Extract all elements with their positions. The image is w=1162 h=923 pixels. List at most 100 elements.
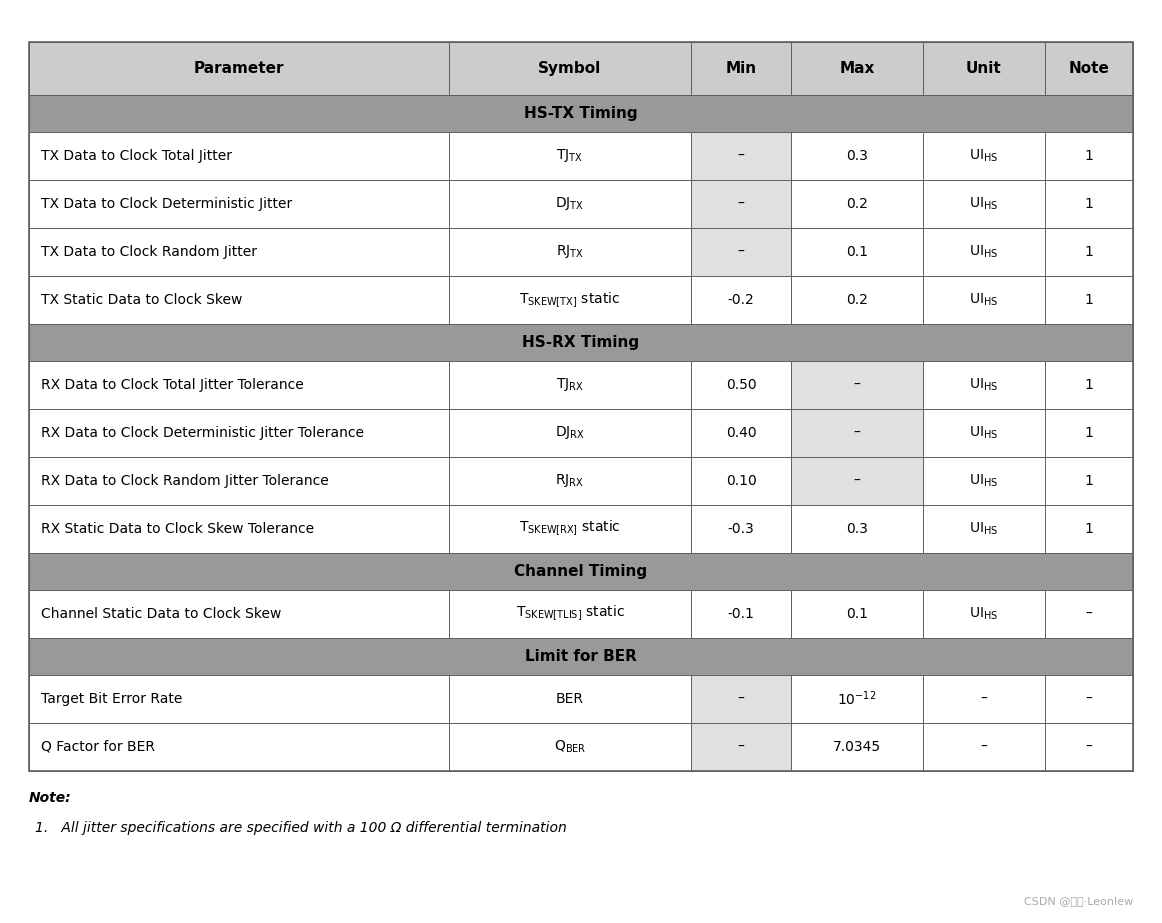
Bar (1045, 590, 1133, 638)
Bar (691, 276, 790, 324)
Bar (691, 228, 790, 276)
Text: –: – (1085, 739, 1092, 754)
Bar (449, 505, 691, 553)
Text: Symbol: Symbol (538, 61, 602, 76)
Text: RX Static Data to Clock Skew Tolerance: RX Static Data to Clock Skew Tolerance (41, 521, 314, 536)
Bar (691, 505, 790, 553)
Bar (29, 180, 449, 228)
Bar (29, 361, 449, 409)
Text: 0.3: 0.3 (846, 149, 868, 163)
Bar (449, 132, 691, 180)
Text: 0.1: 0.1 (846, 245, 868, 259)
Bar (790, 723, 923, 771)
Text: 1: 1 (1084, 293, 1093, 307)
Text: 0.10: 0.10 (726, 473, 756, 488)
Bar (29, 95, 1133, 132)
Text: Q$_{\mathregular{BER}}$: Q$_{\mathregular{BER}}$ (554, 738, 586, 755)
Text: Note: Note (1068, 61, 1110, 76)
Bar (29, 590, 449, 638)
Text: –: – (981, 691, 988, 706)
Text: –: – (854, 473, 860, 488)
Text: 1.   All jitter specifications are specified with a 100 Ω differential terminati: 1. All jitter specifications are specifi… (35, 821, 567, 835)
Text: UI$_{\mathregular{HS}}$: UI$_{\mathregular{HS}}$ (969, 148, 998, 164)
Bar (790, 180, 923, 228)
Text: UI$_{\mathregular{HS}}$: UI$_{\mathregular{HS}}$ (969, 377, 998, 393)
Text: TJ$_{\mathregular{RX}}$: TJ$_{\mathregular{RX}}$ (557, 377, 583, 393)
Bar (790, 409, 923, 457)
Text: TX Static Data to Clock Skew: TX Static Data to Clock Skew (41, 293, 242, 307)
Bar (691, 361, 790, 409)
Bar (790, 132, 923, 180)
Text: CSDN @亦枫·Leonlew: CSDN @亦枫·Leonlew (1024, 896, 1133, 906)
Bar (923, 409, 1045, 457)
Bar (29, 42, 1133, 771)
Bar (691, 42, 790, 95)
Bar (790, 228, 923, 276)
Bar (923, 132, 1045, 180)
Text: Channel Timing: Channel Timing (515, 564, 647, 579)
Text: –: – (981, 739, 988, 754)
Bar (29, 42, 449, 95)
Text: UI$_{\mathregular{HS}}$: UI$_{\mathregular{HS}}$ (969, 292, 998, 308)
Bar (449, 409, 691, 457)
Text: UI$_{\mathregular{HS}}$: UI$_{\mathregular{HS}}$ (969, 425, 998, 441)
Text: -0.1: -0.1 (727, 606, 754, 621)
Bar (691, 409, 790, 457)
Text: -0.2: -0.2 (727, 293, 754, 307)
Bar (923, 228, 1045, 276)
Text: 10$^{-12}$: 10$^{-12}$ (838, 689, 876, 708)
Text: –: – (738, 739, 745, 754)
Text: RX Data to Clock Total Jitter Tolerance: RX Data to Clock Total Jitter Tolerance (41, 378, 303, 392)
Bar (29, 132, 449, 180)
Text: Limit for BER: Limit for BER (525, 649, 637, 664)
Text: UI$_{\mathregular{HS}}$: UI$_{\mathregular{HS}}$ (969, 196, 998, 212)
Text: Parameter: Parameter (194, 61, 284, 76)
Text: 1: 1 (1084, 197, 1093, 211)
Bar (449, 675, 691, 723)
Text: TX Data to Clock Deterministic Jitter: TX Data to Clock Deterministic Jitter (41, 197, 292, 211)
Text: RJ$_{\mathregular{TX}}$: RJ$_{\mathregular{TX}}$ (555, 244, 584, 260)
Text: 1: 1 (1084, 521, 1093, 536)
Bar (449, 457, 691, 505)
Bar (449, 361, 691, 409)
Bar (691, 180, 790, 228)
Bar (691, 723, 790, 771)
Bar (790, 590, 923, 638)
Text: HS-RX Timing: HS-RX Timing (523, 335, 639, 350)
Text: UI$_{\mathregular{HS}}$: UI$_{\mathregular{HS}}$ (969, 605, 998, 622)
Bar (923, 276, 1045, 324)
Text: 0.40: 0.40 (726, 426, 756, 440)
Bar (691, 675, 790, 723)
Bar (29, 324, 1133, 361)
Bar (29, 675, 449, 723)
Text: Target Bit Error Rate: Target Bit Error Rate (41, 691, 182, 706)
Bar (923, 42, 1045, 95)
Bar (1045, 723, 1133, 771)
Text: 1: 1 (1084, 378, 1093, 392)
Bar (1045, 42, 1133, 95)
Text: DJ$_{\mathregular{RX}}$: DJ$_{\mathregular{RX}}$ (555, 425, 584, 441)
Text: RJ$_{\mathregular{RX}}$: RJ$_{\mathregular{RX}}$ (555, 473, 584, 489)
Bar (923, 505, 1045, 553)
Bar (1045, 409, 1133, 457)
Text: HS-TX Timing: HS-TX Timing (524, 106, 638, 121)
Text: Q Factor for BER: Q Factor for BER (41, 739, 155, 754)
Bar (790, 675, 923, 723)
Bar (449, 276, 691, 324)
Text: –: – (738, 197, 745, 211)
Bar (449, 42, 691, 95)
Text: 1: 1 (1084, 426, 1093, 440)
Bar (449, 590, 691, 638)
Bar (1045, 228, 1133, 276)
Text: –: – (1085, 691, 1092, 706)
Text: Min: Min (725, 61, 756, 76)
Bar (923, 675, 1045, 723)
Text: T$_{\mathregular{SKEW[TLIS]}}$ static: T$_{\mathregular{SKEW[TLIS]}}$ static (516, 605, 624, 623)
Text: 1: 1 (1084, 473, 1093, 488)
Bar (29, 457, 449, 505)
Text: –: – (738, 149, 745, 163)
Bar (29, 553, 1133, 590)
Text: 1: 1 (1084, 245, 1093, 259)
Bar (923, 180, 1045, 228)
Text: –: – (854, 426, 860, 440)
